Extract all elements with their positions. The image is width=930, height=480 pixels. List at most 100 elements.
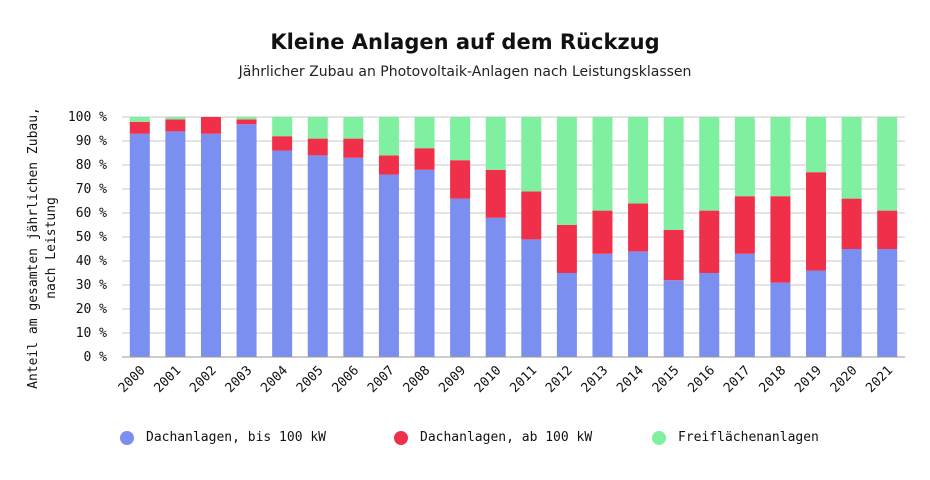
y-tick-label: 60 %: [76, 206, 107, 221]
bar-segment-1: [450, 198, 471, 357]
y-tick-label: 70 %: [76, 182, 107, 197]
x-tick-label: 2008: [401, 363, 434, 396]
y-tick-label: 90 %: [76, 134, 107, 149]
bar-segment-1: [877, 249, 898, 357]
bar-segment-3: [663, 117, 684, 230]
bar-segment-2: [200, 117, 221, 134]
bar-segment-1: [521, 239, 542, 357]
x-tick-label: 2009: [436, 363, 469, 396]
bar-segment-3: [699, 117, 720, 211]
y-axis-label-line2: nach Leistung: [44, 197, 59, 299]
bar-segment-3: [770, 117, 791, 197]
x-tick-label: 2013: [579, 363, 612, 396]
x-tick-label: 2000: [116, 363, 149, 396]
bar-segment-3: [378, 117, 399, 156]
x-tick-label: 2016: [685, 363, 718, 396]
bar-segment-2: [307, 138, 328, 156]
bar-segment-2: [699, 210, 720, 273]
bar-segment-1: [343, 157, 364, 357]
x-tick-label: 2014: [614, 363, 647, 396]
bar-segment-2: [165, 119, 186, 132]
legend-swatch-freiflaeche: [652, 430, 666, 445]
bar-segment-2: [556, 225, 577, 273]
bar-segment-2: [877, 210, 898, 249]
bar-segment-3: [841, 117, 862, 199]
bar-segment-2: [806, 172, 827, 271]
bar-segment-1: [734, 253, 755, 357]
y-tick-label: 0 %: [84, 350, 108, 365]
bar-segment-3: [165, 117, 186, 120]
bar-segment-1: [165, 131, 186, 357]
bar-segment-1: [485, 217, 506, 357]
legend-swatch-dach-gross: [394, 430, 408, 445]
y-axis-label-line1: Anteil am gesamten jährlichen Zubau,: [26, 107, 41, 389]
legend-item-dach-gross: Dachanlagen, ab 100 kW: [394, 430, 592, 445]
bar-segment-2: [236, 119, 257, 125]
bar-segment-1: [414, 169, 435, 357]
bar-segment-3: [628, 117, 649, 204]
bar-segment-3: [521, 117, 542, 192]
bar-segment-2: [450, 160, 471, 199]
x-tick-label: 2005: [294, 363, 327, 396]
legend-label-dach-gross: Dachanlagen, ab 100 kW: [420, 430, 593, 445]
bar-segment-3: [129, 117, 150, 122]
y-tick-label: 30 %: [76, 278, 107, 293]
y-tick-label: 50 %: [76, 230, 107, 245]
x-tick-label: 2015: [650, 363, 683, 396]
x-tick-label: 2018: [757, 363, 790, 396]
bar-segment-2: [485, 169, 506, 218]
bar-segment-2: [663, 229, 684, 281]
x-tick-label: 2003: [223, 363, 256, 396]
bar-segment-3: [485, 117, 506, 170]
bar-segment-3: [307, 117, 328, 139]
bar-segment-2: [841, 198, 862, 249]
bar-segment-1: [272, 150, 293, 357]
legend-item-freiflaeche: Freiflächenanlagen: [652, 430, 819, 445]
bar-segment-2: [272, 136, 293, 151]
bar-segment-3: [236, 117, 257, 120]
bar-segment-3: [414, 117, 435, 149]
bar-segment-3: [450, 117, 471, 161]
bar-segment-2: [628, 203, 649, 252]
legend-item-dach-klein: Dachanlagen, bis 100 kW: [120, 430, 326, 445]
y-tick-label: 20 %: [76, 302, 107, 317]
bar-segment-2: [592, 210, 613, 254]
bar-segment-2: [129, 121, 150, 134]
bar-segment-3: [556, 117, 577, 225]
x-tick-label: 2007: [365, 363, 398, 396]
x-tick-label: 2021: [863, 363, 896, 396]
x-tick-label: 2002: [187, 363, 220, 396]
bar-segment-3: [343, 117, 364, 139]
bar-segment-2: [414, 148, 435, 170]
x-tick-label: 2001: [151, 363, 184, 396]
legend: Dachanlagen, bis 100 kW Dachanlagen, ab …: [0, 430, 930, 454]
bar-segment-2: [521, 191, 542, 240]
legend-label-dach-klein: Dachanlagen, bis 100 kW: [146, 430, 327, 445]
x-tick-label: 2004: [258, 363, 291, 396]
bar-segment-3: [592, 117, 613, 211]
bar-segment-1: [129, 133, 150, 357]
y-tick-label: 40 %: [76, 254, 107, 269]
bar-segment-3: [877, 117, 898, 211]
bar-segment-3: [734, 117, 755, 197]
bar-segment-1: [699, 273, 720, 357]
bar-segment-1: [592, 253, 613, 357]
bar-segment-2: [734, 196, 755, 254]
x-tick-label: 2020: [828, 363, 861, 396]
bar-segment-2: [378, 155, 399, 175]
bar-segment-1: [663, 280, 684, 357]
x-tick-label: 2017: [721, 363, 754, 396]
chart-subtitle: Jährlicher Zubau an Photovoltaik-Anlagen…: [238, 64, 692, 80]
x-tick-label: 2010: [472, 363, 505, 396]
bar-segment-1: [556, 273, 577, 357]
bar-segment-1: [841, 249, 862, 357]
bar-segment-1: [307, 155, 328, 357]
x-tick-label: 2019: [792, 363, 825, 396]
bar-segment-2: [770, 196, 791, 283]
y-tick-label: 100 %: [68, 110, 107, 125]
legend-label-freiflaeche: Freiflächenanlagen: [678, 430, 819, 445]
bar-segment-1: [806, 270, 827, 357]
x-tick-label: 2011: [507, 363, 540, 396]
bar-segment-1: [378, 174, 399, 357]
